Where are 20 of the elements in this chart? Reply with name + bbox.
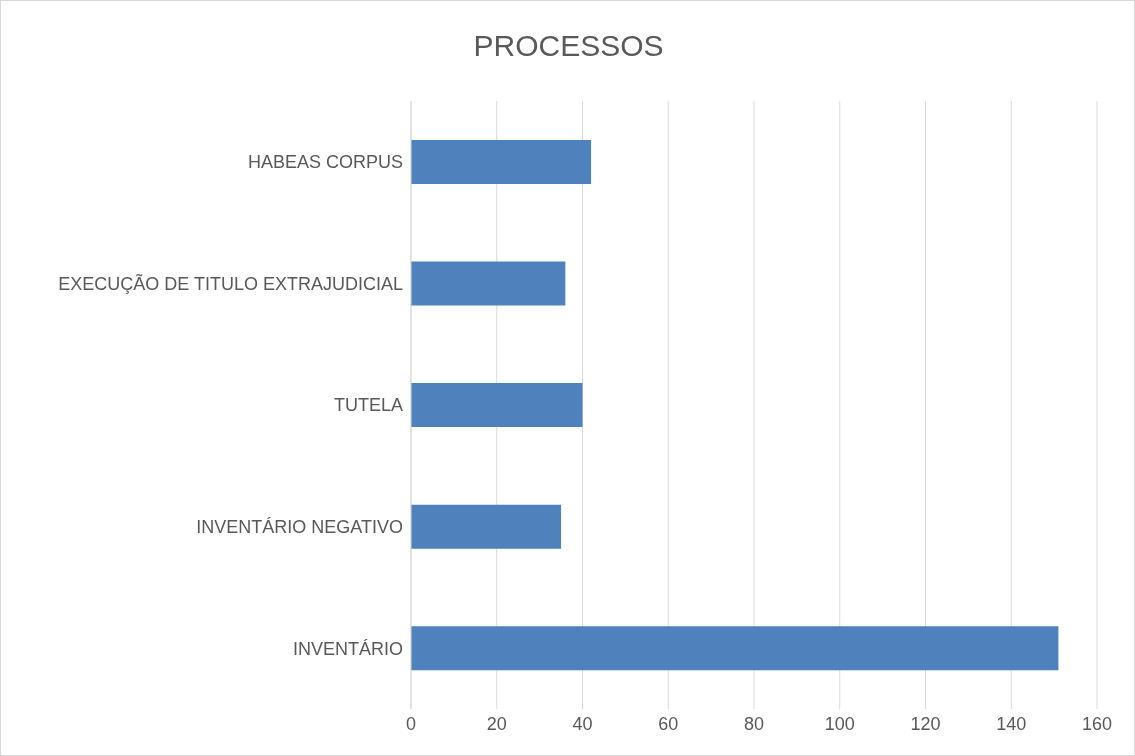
x-tick-label: 60 <box>658 713 679 734</box>
bar <box>411 504 562 549</box>
bar <box>411 261 566 306</box>
x-tick-label: 0 <box>405 713 417 734</box>
x-tick-label: 140 <box>996 713 1027 734</box>
y-tick-label: INVENTÁRIO <box>292 638 403 659</box>
bar <box>411 383 583 428</box>
y-tick-label: TUTELA <box>333 395 403 416</box>
chart-title: PROCESSOS <box>472 29 665 63</box>
x-tick-label: 160 <box>1081 713 1113 734</box>
bar <box>411 626 1059 671</box>
y-tick-label: INVENTÁRIO NEGATIVO <box>196 516 403 537</box>
x-tick-label: 100 <box>824 713 855 734</box>
y-tick-label: HABEAS CORPUS <box>247 152 403 173</box>
y-tick-label: EXECUÇÃO DE TITULO EXTRAJUDICIAL <box>58 272 403 294</box>
x-tick-label: 120 <box>910 713 941 734</box>
x-tick-label: 80 <box>743 713 765 734</box>
bar <box>411 139 592 184</box>
x-tick-label: 20 <box>486 713 507 734</box>
x-tick-label: 40 <box>572 713 593 734</box>
